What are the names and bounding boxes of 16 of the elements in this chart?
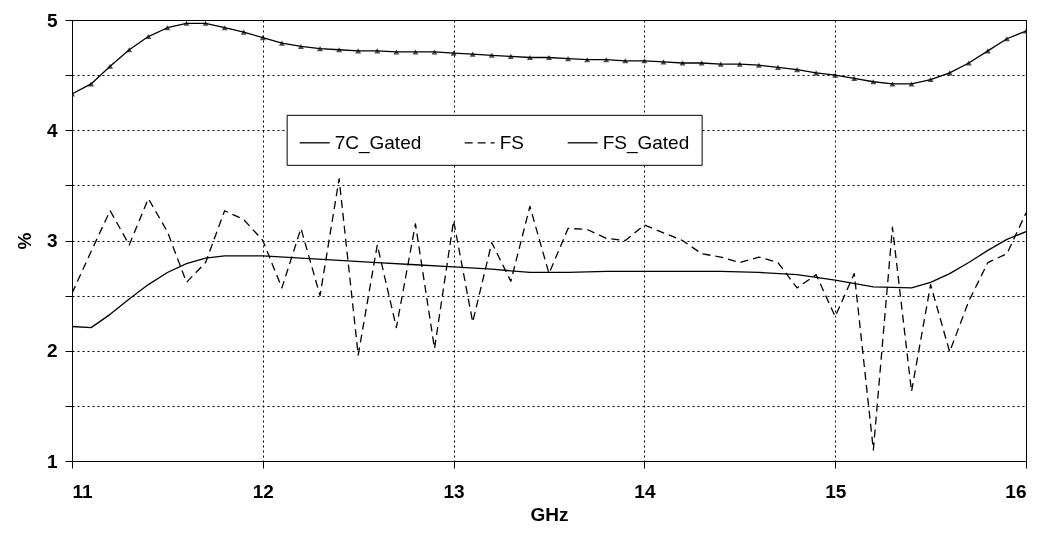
x-tick-label: 15 (825, 480, 847, 502)
x-tick-label: 14 (634, 480, 656, 502)
y-tick-label: 5 (46, 9, 58, 31)
x-axis-title: GHz (530, 503, 569, 525)
x-tick-label: 13 (443, 480, 465, 502)
y-tick-label: 2 (46, 340, 58, 362)
x-tick-label: 12 (252, 480, 274, 502)
legend-label: FS_Gated (602, 131, 690, 154)
x-tick-label: 11 (72, 480, 94, 502)
x-tick-label: 16 (1005, 480, 1027, 502)
y-tick-label: 4 (46, 119, 58, 141)
y-tick-label: 3 (46, 230, 58, 251)
y-tick-label: 1 (46, 450, 58, 472)
legend-label: FS (499, 131, 524, 153)
y-axis-title: % (13, 232, 35, 250)
legend-label: 7C_Gated (334, 131, 422, 154)
